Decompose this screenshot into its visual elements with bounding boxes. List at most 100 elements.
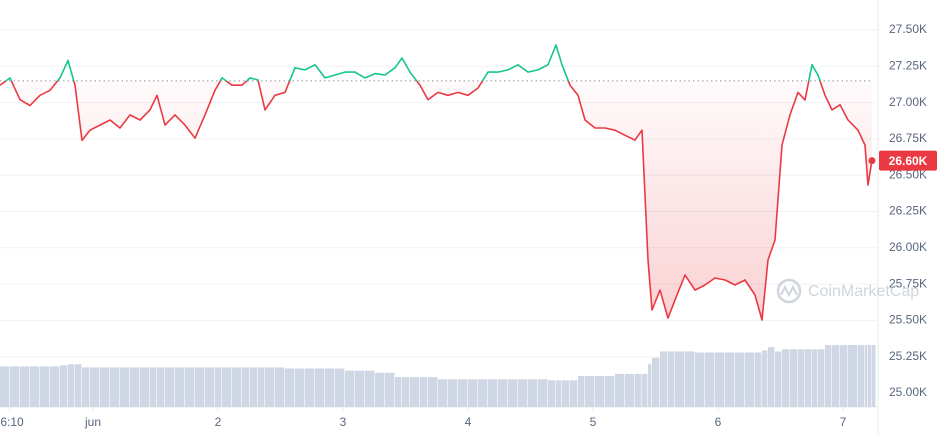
volume-bar	[140, 367, 150, 407]
volume-bar	[120, 367, 130, 407]
price-line	[0, 44, 873, 321]
volume-bar	[438, 379, 448, 407]
volume-bar	[75, 364, 82, 407]
volume-bar	[0, 366, 10, 407]
y-tick-label: 27.50K	[889, 22, 927, 36]
volume-bar	[355, 370, 365, 407]
volume-bar	[498, 379, 508, 407]
y-tick-label: 26.25K	[889, 204, 927, 218]
volume-bar	[295, 368, 305, 407]
volume-bar	[625, 373, 635, 407]
volume-bar	[615, 373, 625, 407]
volume-bar	[468, 379, 478, 407]
volume-bar	[175, 367, 185, 407]
volume-bar	[428, 377, 438, 407]
volume-bar	[165, 367, 175, 407]
volume-bar	[812, 349, 818, 407]
volume-bar	[232, 367, 242, 407]
y-tick-label: 25.75K	[889, 276, 927, 290]
volume-bar	[205, 367, 215, 407]
volume-bar	[762, 350, 768, 407]
volume-bar	[782, 349, 790, 407]
volume-bar	[805, 349, 812, 407]
volume-bar	[642, 373, 648, 407]
watermark-text: CoinMarketCap	[808, 283, 919, 300]
volume-bar	[130, 367, 140, 407]
volume-bar	[840, 345, 848, 407]
volume-bar	[395, 377, 402, 407]
volume-bar	[448, 379, 458, 407]
volume-bar	[675, 351, 685, 407]
volume-bar	[605, 376, 615, 407]
x-tick-label: 7	[840, 415, 847, 429]
volume-bar	[305, 368, 315, 407]
volume-bar	[562, 380, 570, 407]
volume-bar	[478, 379, 488, 407]
volume-bar	[458, 379, 468, 407]
volume-bar	[508, 379, 518, 407]
volume-bar	[315, 368, 325, 407]
volume-bar	[250, 367, 258, 407]
volume-bar	[790, 349, 798, 407]
volume-bar	[215, 367, 222, 407]
volume-bar	[595, 376, 605, 407]
volume-bar	[556, 380, 562, 407]
volume-bar	[858, 345, 865, 407]
y-tick-label: 26.50K	[889, 167, 927, 181]
volume-bar	[578, 376, 585, 407]
volume-bar	[825, 345, 832, 407]
y-tick-label: 26.00K	[889, 240, 927, 254]
volume-bar	[410, 377, 420, 407]
y-tick-label: 27.00K	[889, 95, 927, 109]
current-price-badge	[879, 150, 937, 171]
volume-bar	[725, 352, 735, 407]
volume-bar	[20, 366, 30, 407]
volume-bar	[570, 380, 578, 407]
volume-bar	[285, 368, 295, 407]
y-tick-label: 25.50K	[889, 313, 927, 327]
volume-bar	[50, 366, 60, 407]
volume-bar	[528, 379, 538, 407]
price-area	[0, 80, 872, 320]
volume-bar	[635, 373, 642, 407]
volume-bar	[265, 367, 275, 407]
volume-bar	[30, 366, 40, 407]
volume-bar	[705, 352, 715, 407]
volume-bar	[648, 364, 652, 407]
volume-bar	[150, 367, 157, 407]
volume-bar	[90, 367, 100, 407]
watermark-logo	[776, 278, 802, 304]
volume-bar	[832, 345, 840, 407]
volume-bar	[735, 352, 745, 407]
volume-bar	[538, 379, 548, 407]
volume-bar	[222, 367, 232, 407]
volume-bar	[755, 352, 762, 407]
watermark: CoinMarketCap	[776, 278, 919, 304]
volume-bar	[420, 377, 428, 407]
volume-bar	[195, 367, 205, 407]
y-tick-label: 25.25K	[889, 349, 927, 363]
y-tick-label: 25.00K	[889, 385, 927, 399]
y-tick-label: 27.25K	[889, 58, 927, 72]
volume-bar	[548, 380, 556, 407]
volume-bar	[100, 367, 110, 407]
volume-bar	[275, 367, 285, 407]
volume-bar	[798, 349, 805, 407]
volume-bar	[715, 352, 725, 407]
volume-bar	[325, 368, 335, 407]
volume-bar	[775, 351, 782, 407]
y-tick-label: 26.75K	[889, 131, 927, 145]
volume-bar	[818, 349, 825, 407]
volume-bar	[768, 347, 775, 407]
current-price-label: 26.60K	[889, 154, 928, 168]
volume-bar	[518, 379, 528, 407]
volume-bar	[40, 366, 50, 407]
volume-bar	[585, 376, 595, 407]
volume-bar	[872, 345, 876, 407]
volume-bar	[375, 372, 385, 407]
current-price-dot	[868, 157, 876, 165]
volume-bar	[745, 352, 755, 407]
volume-bar	[865, 345, 868, 407]
